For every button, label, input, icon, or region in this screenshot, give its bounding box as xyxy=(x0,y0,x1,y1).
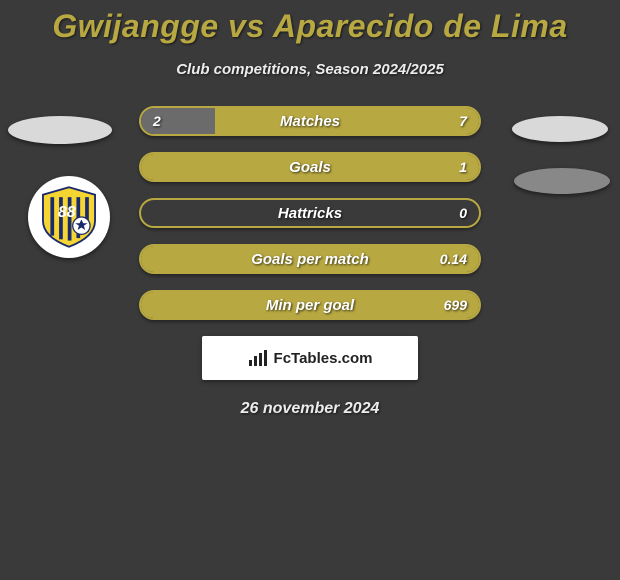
svg-text:88: 88 xyxy=(58,203,76,221)
stat-bar: Hattricks 0 xyxy=(139,198,481,228)
bar-fill-right xyxy=(215,108,479,134)
chart-icon xyxy=(248,349,268,367)
subtitle: Club competitions, Season 2024/2025 xyxy=(0,61,620,78)
bar-label: Min per goal xyxy=(266,297,354,314)
stat-bar: Goals per match 0.14 xyxy=(139,244,481,274)
player-left-placeholder xyxy=(8,116,112,144)
bar-label: Goals per match xyxy=(251,251,369,268)
brand-text: FcTables.com xyxy=(274,350,373,367)
bar-label: Matches xyxy=(280,113,340,130)
bar-value-right: 0 xyxy=(459,205,467,221)
brand-box[interactable]: FcTables.com xyxy=(202,336,418,380)
stat-bar: 2 Matches 7 xyxy=(139,106,481,136)
player-right-placeholder-2 xyxy=(514,168,610,194)
bar-value-left: 2 xyxy=(153,113,161,129)
bar-label: Hattricks xyxy=(278,205,342,222)
stat-bars: 2 Matches 7 Goals 1 Hattricks 0 Goals per match… xyxy=(139,106,481,320)
bar-value-right: 699 xyxy=(444,297,467,313)
date-text: 26 november 2024 xyxy=(0,400,620,418)
club-badge-icon: 88 xyxy=(38,186,100,248)
page-title: Gwijangge vs Aparecido de Lima xyxy=(0,0,620,45)
bar-value-right: 7 xyxy=(459,113,467,129)
bar-value-right: 1 xyxy=(459,159,467,175)
comparison-area: 88 2 Matches 7 Goals 1 Hattricks 0 Goals per ma… xyxy=(0,106,620,418)
stat-bar: Min per goal 699 xyxy=(139,290,481,320)
club-badge: 88 xyxy=(28,176,110,258)
player-right-placeholder-1 xyxy=(512,116,608,142)
bar-value-right: 0.14 xyxy=(440,251,467,267)
bar-label: Goals xyxy=(289,159,331,176)
stat-bar: Goals 1 xyxy=(139,152,481,182)
